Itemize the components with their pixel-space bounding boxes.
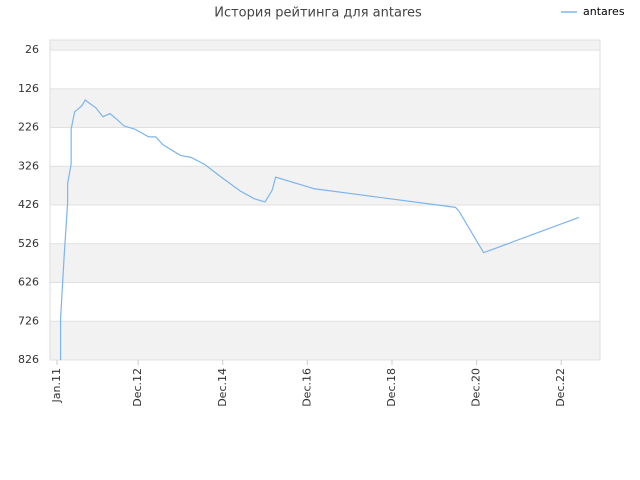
y-tick-label: 726 bbox=[18, 314, 39, 327]
y-tick-label: 626 bbox=[18, 276, 39, 289]
band bbox=[50, 243, 600, 283]
x-tick-label: Dec.16 bbox=[300, 368, 313, 407]
legend-label: antares bbox=[583, 5, 625, 18]
band bbox=[50, 166, 600, 206]
x-tick-label: Dec.14 bbox=[216, 368, 229, 407]
x-tick-label: Dec.22 bbox=[554, 368, 567, 407]
y-tick-label: 426 bbox=[18, 198, 39, 211]
chart-title: История рейтинга для antares bbox=[214, 6, 422, 21]
x-tick-label: Dec.18 bbox=[385, 368, 398, 407]
x-tick-label: Jan.11 bbox=[50, 368, 63, 403]
x-tick-label: Dec.12 bbox=[131, 368, 144, 407]
y-tick-label: 126 bbox=[18, 82, 39, 95]
y-tick-label: 526 bbox=[18, 237, 39, 250]
band bbox=[50, 321, 600, 360]
band bbox=[50, 88, 600, 128]
y-tick-label: 226 bbox=[18, 121, 39, 134]
x-tick-label: Dec.20 bbox=[470, 368, 483, 407]
y-tick-label: 826 bbox=[18, 353, 39, 366]
band bbox=[50, 40, 600, 51]
series-line bbox=[59, 99, 580, 360]
y-tick-label: 26 bbox=[25, 43, 39, 56]
y-tick-label: 326 bbox=[18, 159, 39, 172]
